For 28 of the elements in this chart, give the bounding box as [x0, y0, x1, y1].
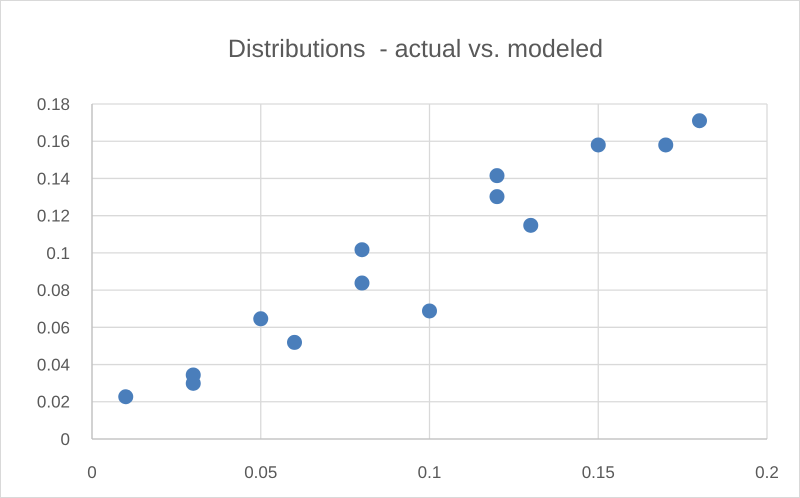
y-tick-label: 0.02: [36, 392, 70, 412]
point: [354, 242, 370, 258]
point: [253, 311, 268, 326]
x-tick-label: 0: [87, 462, 97, 482]
y-tick-label: 0.18: [36, 94, 70, 114]
y-tick-label: 0.1: [46, 244, 70, 263]
x-tick-label: 0.2: [755, 462, 779, 482]
y-tick-label: 0.12: [36, 206, 70, 226]
point: [354, 276, 370, 291]
chart-title: Distributions - actual vs. modeled: [228, 35, 604, 63]
point: [118, 389, 134, 404]
point: [523, 218, 538, 233]
x-tick-label: 0.15: [582, 462, 615, 482]
point: [287, 334, 302, 350]
x-tick-label: 0.1: [418, 462, 442, 482]
point: [490, 189, 504, 204]
y-tick-label: 0.06: [36, 318, 70, 338]
y-tick-label: 0.04: [36, 356, 70, 375]
y-tick-label: 0.14: [36, 169, 70, 188]
point: [590, 137, 606, 152]
point: [422, 303, 437, 318]
point: [658, 137, 674, 152]
point: [490, 168, 504, 184]
x-tick-label: 0.05: [244, 462, 278, 482]
y-tick-label: 0.16: [36, 132, 70, 152]
y-tick-label: 0.08: [36, 281, 70, 300]
point: [692, 113, 707, 128]
y-tick-label: 0: [60, 430, 70, 449]
